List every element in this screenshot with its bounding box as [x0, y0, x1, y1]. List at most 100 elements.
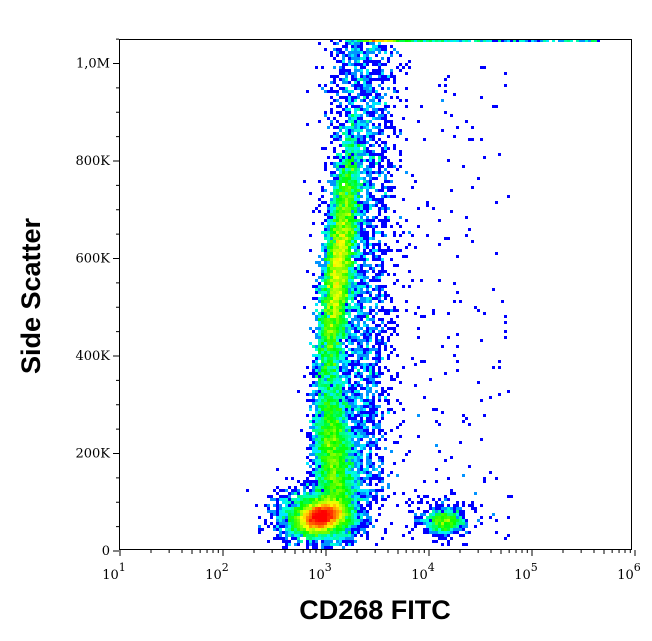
density-bin — [381, 309, 384, 312]
density-bin — [348, 480, 351, 483]
density-bin — [369, 504, 372, 507]
density-bin — [306, 534, 309, 537]
density-bin — [471, 126, 474, 129]
density-bin — [324, 228, 327, 231]
density-bin — [360, 207, 363, 210]
density-bin — [327, 372, 330, 375]
density-bin — [381, 219, 384, 222]
density-bin — [309, 399, 312, 402]
density-bin — [384, 498, 387, 501]
density-bin — [477, 381, 480, 384]
density-bin — [402, 231, 405, 234]
density-bin — [453, 513, 456, 516]
density-bin — [366, 222, 369, 225]
density-bin — [378, 471, 381, 474]
density-bin — [366, 87, 369, 90]
density-bin — [327, 309, 330, 312]
density-bin — [459, 519, 462, 522]
density-bin — [414, 180, 417, 183]
density-bin — [342, 534, 345, 537]
density-bin — [366, 153, 369, 156]
density-bin — [324, 393, 327, 396]
density-bin — [543, 39, 546, 42]
density-bin — [327, 534, 330, 537]
density-bin — [351, 198, 354, 201]
density-bin — [327, 414, 330, 417]
density-bin — [324, 165, 327, 168]
density-bin — [276, 492, 279, 495]
density-bin — [357, 522, 360, 525]
density-bin — [507, 534, 510, 537]
density-bin — [336, 369, 339, 372]
density-bin — [351, 126, 354, 129]
density-bin — [327, 492, 330, 495]
density-bin — [336, 417, 339, 420]
density-bin — [462, 39, 465, 42]
density-bin — [390, 429, 393, 432]
density-bin — [372, 156, 375, 159]
density-bin — [330, 309, 333, 312]
density-bin — [372, 429, 375, 432]
density-bin — [333, 309, 336, 312]
density-bin — [345, 510, 348, 513]
density-bin — [420, 39, 423, 42]
density-bin — [330, 375, 333, 378]
density-bin — [387, 195, 390, 198]
density-bin — [330, 303, 333, 306]
density-bin — [351, 282, 354, 285]
density-bin — [381, 204, 384, 207]
density-bin — [339, 246, 342, 249]
density-bin — [372, 219, 375, 222]
density-bin — [354, 39, 357, 42]
density-bin — [327, 444, 330, 447]
density-bin — [333, 327, 336, 330]
density-bin — [321, 399, 324, 402]
density-bin — [366, 96, 369, 99]
density-bin — [348, 189, 351, 192]
density-bin — [414, 312, 417, 315]
density-bin — [315, 318, 318, 321]
density-bin — [336, 225, 339, 228]
density-bin — [348, 246, 351, 249]
density-bin — [345, 405, 348, 408]
density-bin — [321, 273, 324, 276]
density-bin — [357, 144, 360, 147]
density-bin — [330, 348, 333, 351]
density-bin — [366, 186, 369, 189]
density-bin — [327, 264, 330, 267]
density-bin — [378, 372, 381, 375]
density-bin — [342, 438, 345, 441]
density-bin — [330, 273, 333, 276]
density-bin — [369, 390, 372, 393]
density-bin — [315, 405, 318, 408]
density-bin — [354, 75, 357, 78]
density-bin — [318, 342, 321, 345]
density-bin — [342, 288, 345, 291]
density-bin — [297, 531, 300, 534]
density-bin — [465, 39, 468, 42]
density-bin — [363, 411, 366, 414]
density-bin — [354, 276, 357, 279]
density-bin — [342, 504, 345, 507]
density-bin — [342, 192, 345, 195]
density-bin — [315, 486, 318, 489]
density-bin — [393, 132, 396, 135]
density-bin — [447, 534, 450, 537]
density-bin — [318, 480, 321, 483]
density-bin — [360, 294, 363, 297]
density-bin — [381, 108, 384, 111]
density-bin — [321, 279, 324, 282]
density-bin — [339, 204, 342, 207]
density-bin — [366, 270, 369, 273]
density-bin — [300, 519, 303, 522]
density-bin — [333, 510, 336, 513]
density-bin — [306, 519, 309, 522]
density-bin — [339, 465, 342, 468]
density-bin — [447, 519, 450, 522]
density-bin — [360, 93, 363, 96]
density-bin — [327, 438, 330, 441]
density-bin — [282, 546, 285, 549]
density-bin — [480, 339, 483, 342]
density-bin — [438, 219, 441, 222]
density-bin — [369, 408, 372, 411]
